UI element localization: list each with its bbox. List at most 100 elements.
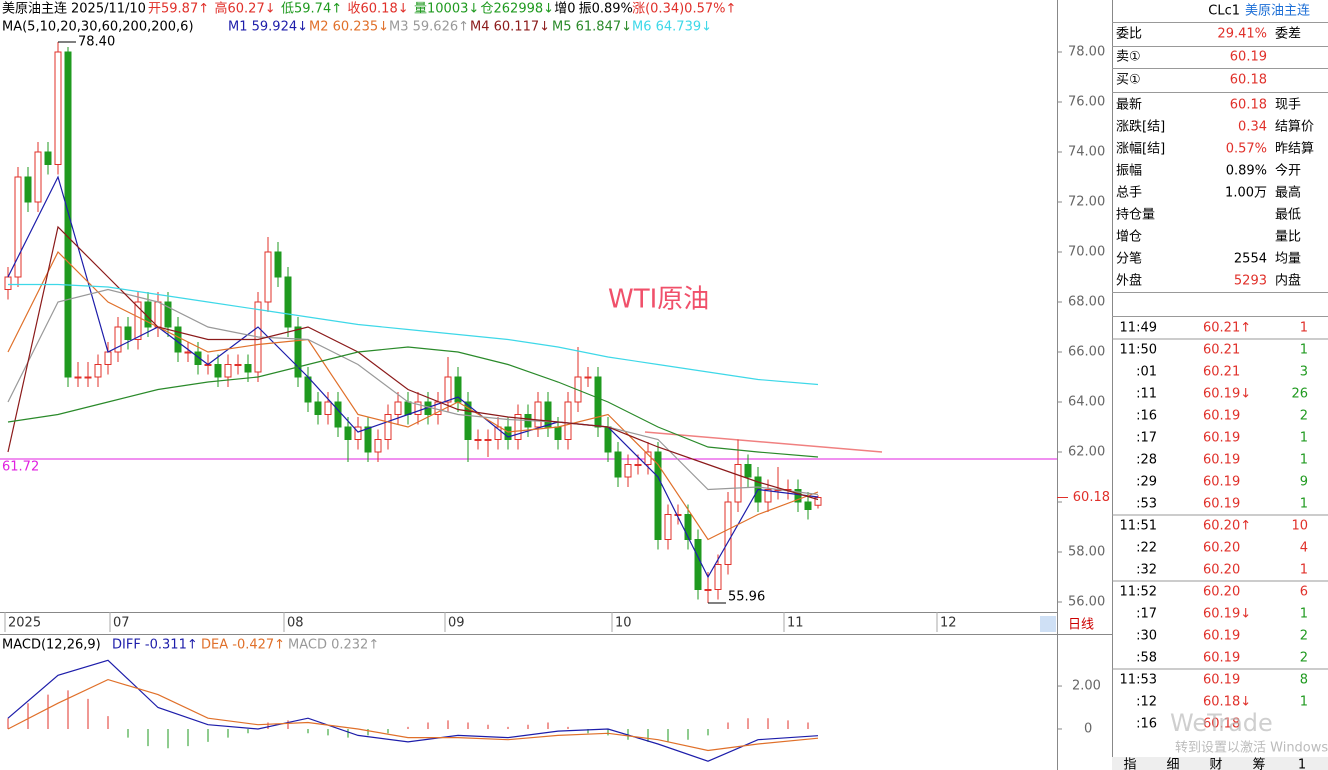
candle-body	[94, 364, 102, 378]
tick-price: 60.21	[1203, 343, 1240, 358]
candle-body	[544, 401, 552, 428]
quote-label: 最新	[1116, 97, 1142, 113]
candle-body	[24, 176, 32, 203]
tick-volume: 9	[1300, 475, 1308, 490]
quote-value: 0.57%	[1226, 142, 1267, 157]
candle-body	[304, 376, 312, 403]
period-label[interactable]: 日线	[1068, 618, 1094, 633]
candle-body	[674, 514, 682, 516]
candle-body	[184, 351, 192, 354]
quote-value: 1.00万	[1225, 186, 1267, 201]
candle-body	[234, 364, 242, 366]
tab[interactable]: 指	[1123, 758, 1136, 770]
header-item: 低59.74↑	[281, 2, 342, 17]
y-tick-label: 70.00	[1068, 245, 1105, 260]
candle-body	[364, 426, 372, 453]
quote-extra: 最高	[1275, 185, 1301, 201]
tick-volume: 1	[1300, 563, 1308, 578]
scroll-button[interactable]	[1040, 616, 1056, 632]
tick-time: 11:50	[1120, 343, 1157, 358]
tick-price: 60.20	[1203, 585, 1240, 600]
tick-volume: 26	[1291, 387, 1308, 402]
ma-line	[8, 283, 819, 386]
quote-extra: 最低	[1275, 208, 1301, 223]
quote-label: 总手	[1116, 186, 1142, 201]
candle-body	[4, 276, 12, 290]
quote-label: 增仓	[1116, 230, 1142, 245]
y-tick-label: 56.00	[1068, 595, 1105, 610]
ma-line	[7, 175, 819, 579]
tick-price: 60.19	[1203, 673, 1240, 688]
candle-body	[114, 326, 122, 353]
quote-label: 外盘	[1116, 273, 1142, 289]
candle-body	[244, 364, 252, 373]
macd-legend-item: DEA -0.427↑	[201, 638, 285, 653]
header-item: 涨(0.34)0.57%↑	[632, 2, 736, 17]
tick-price: 60.19	[1203, 431, 1240, 446]
tick-time: :58	[1136, 651, 1157, 666]
tick-price: 60.18↓	[1203, 695, 1251, 710]
quote-value: 0.34	[1238, 120, 1267, 135]
y-tick-label: 76.00	[1068, 95, 1105, 110]
tick-price: 60.19	[1203, 409, 1240, 424]
candle-body	[444, 376, 452, 403]
ma-legend-item: M6 64.739↓	[632, 20, 712, 35]
candle-body	[64, 51, 72, 378]
tick-time: 11:51	[1120, 519, 1157, 534]
candle-body	[714, 564, 722, 590]
tick-time: :16	[1136, 717, 1157, 732]
candle-body	[584, 376, 592, 379]
y-tick-label: 72.00	[1068, 195, 1105, 210]
tab[interactable]: 细	[1166, 758, 1179, 770]
candle-body	[414, 401, 422, 415]
candle-body	[124, 326, 132, 340]
y-tick-label: 2.00	[1072, 679, 1101, 694]
x-tick-label: 2025	[8, 616, 41, 631]
tick-volume: 1	[1300, 431, 1308, 446]
tick-time: 11:53	[1120, 673, 1157, 688]
header-item: 振0.89%	[579, 2, 633, 17]
tab[interactable]: 财	[1209, 758, 1222, 770]
header-item: 2025/11/10	[71, 2, 146, 17]
candle-body	[384, 414, 392, 440]
header-item: 仓262998↓	[481, 2, 555, 17]
candle-body	[614, 451, 622, 478]
candle-body	[494, 426, 502, 440]
quote-name: 美原油主连	[1245, 3, 1310, 19]
candle-body	[734, 464, 742, 503]
ma-legend-item: M1 59.924↓	[228, 20, 308, 35]
candle-body	[664, 514, 672, 540]
candle-body	[44, 151, 52, 165]
quote-code: CLc1	[1208, 4, 1240, 19]
header-item: 美原油主连	[2, 1, 67, 17]
candle-body	[604, 426, 612, 453]
candle-body	[564, 401, 572, 440]
y-tick-label: 58.00	[1068, 545, 1105, 560]
ma-legend-item: M3 59.626↑	[389, 20, 469, 35]
quote-extra: 量比	[1275, 230, 1301, 245]
header-item: 开59.87↑	[148, 2, 209, 17]
tick-time: :01	[1136, 365, 1157, 380]
tick-time: :29	[1136, 475, 1157, 490]
candle-body	[54, 51, 62, 165]
tick-price: 60.19	[1203, 475, 1240, 490]
x-tick-label: 11	[787, 616, 804, 631]
quote-label: 涨跌[结]	[1116, 119, 1165, 135]
tick-time: :17	[1136, 431, 1157, 446]
candle-body	[34, 151, 42, 203]
ma-legend-item: M2 60.235↓	[309, 20, 389, 35]
quote-label: 买①	[1116, 73, 1141, 88]
candle-body	[504, 426, 512, 440]
candle-body	[214, 364, 222, 378]
tab-bar	[1112, 757, 1328, 770]
tab[interactable]: 筹	[1252, 757, 1265, 770]
tab[interactable]: 1	[1298, 758, 1306, 770]
candle-body	[394, 401, 402, 415]
tick-price: 60.20	[1203, 563, 1240, 578]
candle-body	[284, 276, 292, 328]
low-label: 55.96	[728, 590, 765, 605]
tick-price: 60.19	[1203, 629, 1240, 644]
macd-legend-item: DIFF -0.311↑	[112, 638, 198, 653]
